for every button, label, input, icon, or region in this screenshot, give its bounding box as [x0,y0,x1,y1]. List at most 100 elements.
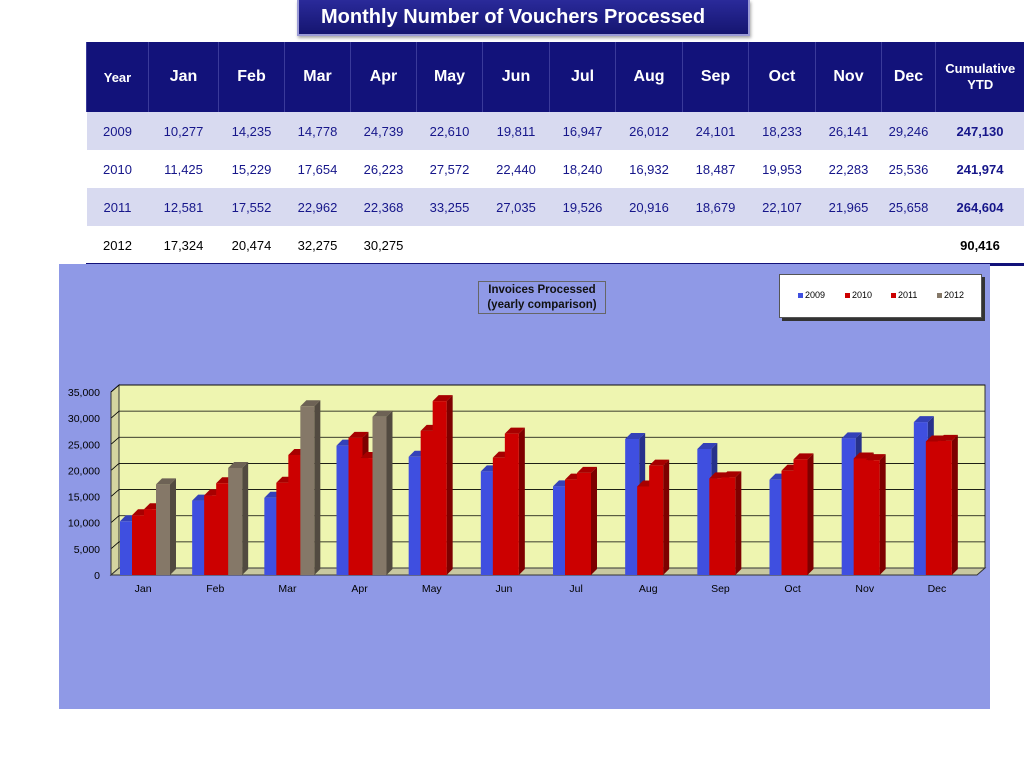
bar-2010 [781,470,796,575]
value-cell: 25,536 [881,150,936,188]
y-tick-label: 25,000 [68,439,100,451]
y-tick-label: 35,000 [68,387,100,399]
gridline [110,410,120,419]
month-column-header: Mar [284,42,351,112]
value-cell: 17,324 [148,226,219,264]
y-tick-label: 0 [94,570,100,582]
bar-top-2011 [504,427,525,434]
chart-title: Invoices Processed (yearly comparison) [478,281,606,314]
bar-top-2009 [625,432,646,439]
x-tick-label: Jul [569,583,582,595]
value-cell: 19,526 [549,188,616,226]
plot-side-wall [110,383,120,577]
plot-area [118,384,986,569]
bar-side-2012 [242,461,249,575]
bar-2009 [264,497,279,575]
bar-2011 [721,477,736,575]
bar-2009 [841,438,856,575]
value-cell: 33,255 [416,188,483,226]
bar-side-2012 [314,400,321,575]
bar-2012 [372,416,387,575]
bar-top-2011 [432,395,453,402]
value-cell [615,226,683,264]
bar-top-2012 [156,478,176,485]
bar-2010 [132,515,146,575]
cumulative-header-line1: Cumulative [945,61,1016,76]
value-cell: 10,277 [148,112,219,150]
bar-top-2009 [913,416,934,423]
bar-2010 [420,430,435,575]
value-cell: 17,552 [218,188,285,226]
bar-top-2012 [372,410,393,417]
bar-2011 [504,433,519,575]
table-header-row: Year Jan Feb Mar Apr May Jun Jul Aug Sep… [86,42,1024,112]
value-cell [815,226,882,264]
month-column-header: Dec [881,42,936,112]
bar-side-2011 [879,454,886,575]
bar-side-2011 [735,471,742,575]
bar-top-2012 [300,400,321,407]
plot-floor [109,567,987,576]
value-cell: 14,778 [284,112,351,150]
cumulative-cell: 264,604 [935,188,1024,226]
x-tick-label: Jun [495,583,512,595]
x-tick-label: May [422,583,443,595]
value-cell: 18,487 [682,150,749,188]
value-cell: 26,223 [350,150,417,188]
legend-item-2012: 2012 [937,290,964,300]
value-cell: 18,233 [748,112,816,150]
legend-swatch-2009 [798,293,803,299]
value-cell [881,226,936,264]
value-cell: 12,581 [148,188,219,226]
month-column-header: Jan [148,42,219,112]
bar-2009 [625,438,640,575]
month-column-header: Jul [549,42,616,112]
chart-title-line2: (yearly comparison) [487,299,597,311]
bar-2010 [709,478,724,575]
value-cell: 20,916 [615,188,683,226]
bar-2010 [637,486,652,575]
cumulative-cell: 241,974 [935,150,1024,188]
value-cell [682,226,749,264]
bar-top-2011 [649,459,670,466]
bar-2010 [204,495,219,575]
value-cell: 22,610 [416,112,483,150]
x-tick-label: Aug [639,583,658,595]
bar-2011 [937,440,952,575]
value-cell: 27,572 [416,150,483,188]
bar-2011 [865,460,880,575]
value-cell: 16,932 [615,150,683,188]
bar-2012 [228,467,243,575]
page-title: Monthly Number of Vouchers Processed [297,0,750,36]
legend-item-2010: 2010 [845,290,872,300]
value-cell [482,226,550,264]
legend-swatch-2011 [891,293,896,299]
vouchers-table: Year Jan Feb Mar Apr May Jun Jul Aug Sep… [86,42,1024,264]
legend-swatch-2012 [937,293,942,299]
value-cell: 15,229 [218,150,285,188]
gridline [110,541,120,550]
bar-2011 [432,401,447,575]
value-cell: 26,012 [615,112,683,150]
legend-label-2011: 2011 [898,290,918,300]
bar-2009 [553,486,567,575]
y-tick-label: 5,000 [74,544,100,556]
legend-item-2011: 2011 [891,290,917,300]
bar-2011 [793,459,808,575]
cumulative-header-line2: YTD [967,77,994,92]
bar-top-2010 [348,431,369,438]
bar-2010 [276,482,291,575]
value-cell: 30,275 [350,226,417,264]
value-cell: 22,962 [284,188,351,226]
bar-top-2011 [937,434,958,441]
cumulative-cell: 90,416 [935,226,1024,264]
gridline [110,515,120,524]
bar-2011 [360,458,375,575]
bar-top-2011 [721,471,742,478]
bar-side-2012 [170,478,176,575]
bar-top-2011 [793,453,814,460]
year-cell: 2009 [86,112,149,150]
bar-top-2012 [228,461,249,468]
bar-2010 [348,437,363,575]
